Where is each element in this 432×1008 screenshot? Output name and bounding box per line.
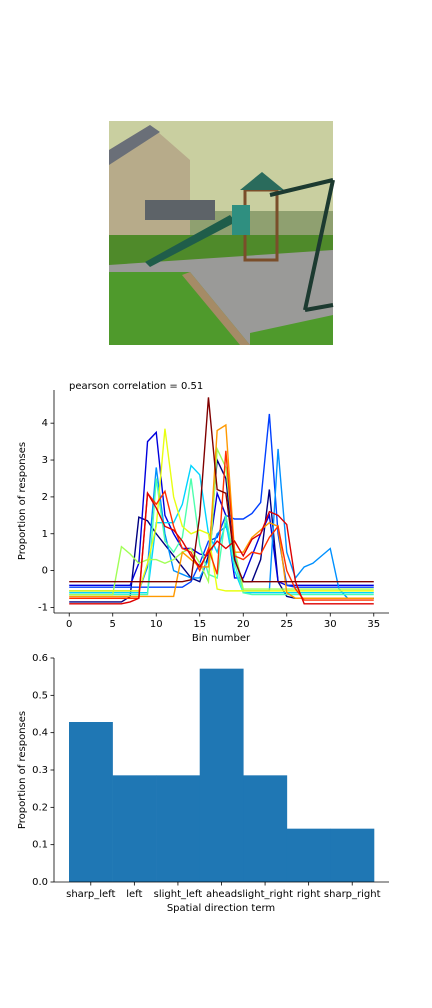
bar — [69, 722, 113, 882]
y-tick-label: 0 — [42, 566, 48, 577]
x-tick-label: 25 — [280, 619, 293, 630]
y-tick-label: 0.2 — [32, 802, 48, 813]
chart-title: pearson correlation = 0.51 — [69, 381, 203, 392]
y-tick-label: 1 — [42, 529, 48, 540]
data-line — [69, 448, 374, 599]
y-tick-label: 0.5 — [32, 690, 48, 701]
bar — [243, 775, 288, 882]
y-tick-label: -1 — [38, 602, 48, 613]
y-tick-label: 4 — [42, 418, 48, 429]
data-line — [69, 397, 374, 583]
bar — [286, 828, 331, 882]
x-tick-label: slight_left — [154, 889, 203, 900]
data-line — [69, 423, 374, 599]
y-axis-label: Proportion of responses — [17, 711, 28, 829]
x-tick-label: ahead — [206, 889, 237, 900]
x-tick-label: 15 — [193, 619, 206, 630]
x-axis-label: Spatial direction term — [167, 903, 275, 914]
y-tick-label: 0.3 — [32, 765, 48, 776]
data-line — [69, 490, 374, 605]
x-tick-label: slight_right — [237, 889, 293, 900]
bar — [330, 828, 375, 882]
y-tick-label: 3 — [42, 455, 48, 466]
y-tick-label: 0.0 — [32, 877, 48, 888]
x-axis-label: Bin number — [192, 633, 251, 644]
y-tick-label: 0.4 — [32, 728, 48, 739]
y-axis-label: Proportion of responses — [17, 442, 28, 560]
x-tick-label: 30 — [324, 619, 337, 630]
x-tick-label: sharp_left — [66, 889, 115, 900]
data-line — [69, 428, 374, 592]
data-line — [69, 446, 374, 596]
x-tick-label: 35 — [367, 619, 380, 630]
x-tick-label: sharp_right — [324, 889, 381, 900]
x-tick-label: 20 — [237, 619, 250, 630]
y-tick-label: 0.6 — [32, 653, 48, 664]
x-tick-label: left — [126, 889, 142, 900]
data-line — [69, 478, 374, 596]
x-tick-label: 10 — [150, 619, 163, 630]
data-line — [69, 464, 374, 594]
data-line — [69, 413, 374, 588]
y-tick-label: 2 — [42, 492, 48, 503]
y-tick-label: 0.1 — [32, 840, 48, 851]
x-tick-label: 0 — [66, 619, 72, 630]
photo — [109, 121, 335, 345]
x-tick-label: right — [297, 889, 321, 900]
bar — [199, 668, 244, 882]
data-line — [69, 450, 374, 601]
x-tick-label: 5 — [110, 619, 116, 630]
bar — [112, 775, 157, 882]
bar — [156, 775, 201, 882]
